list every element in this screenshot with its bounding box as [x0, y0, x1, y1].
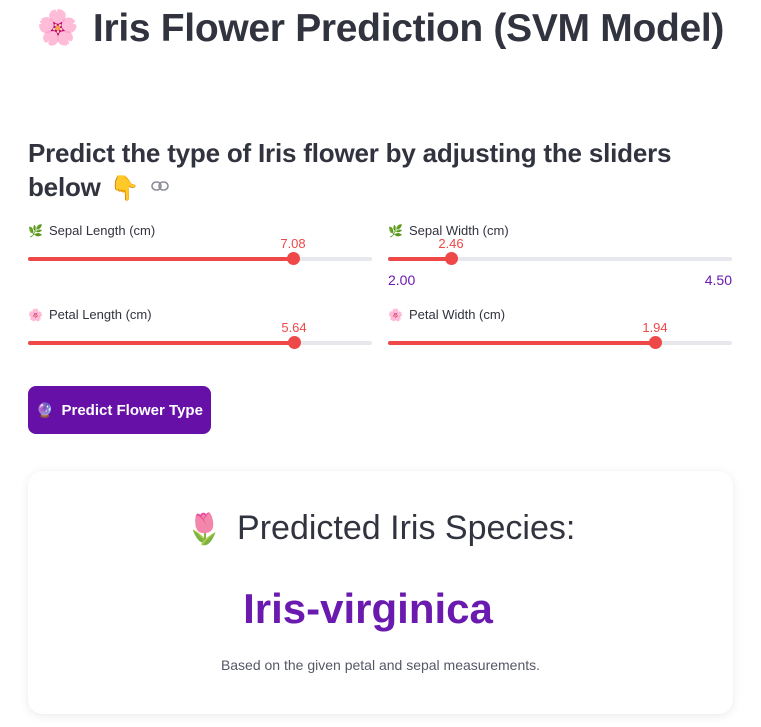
predict-flower-type-button[interactable]: 🔮 Predict Flower Type [28, 386, 211, 434]
slider-thumb[interactable] [288, 336, 301, 349]
slider-min-value: 2.00 [388, 272, 416, 288]
slider-petal-width: 🌸 Petal Width (cm) 1.94 [388, 306, 732, 376]
blossom-icon: 🌸 [388, 308, 403, 322]
slider-fill [388, 341, 655, 345]
slider-fill [28, 257, 293, 261]
slider-thumb[interactable] [287, 252, 300, 265]
result-heading: 🌷 Predicted Iris Species: [28, 507, 733, 551]
slider-thumb[interactable] [649, 336, 662, 349]
slider-track[interactable] [28, 336, 372, 349]
tulip-icon: 🌷 [185, 513, 224, 546]
slider-track[interactable] [388, 252, 732, 265]
slider-max-value: 4.50 [704, 272, 732, 288]
link-icon[interactable] [151, 180, 170, 192]
blossom-icon: 🌸 [28, 308, 43, 322]
slider-label: 🌿 Sepal Length (cm) [28, 222, 155, 240]
slider-sepal-width: 🌿 Sepal Width (cm) 2.46 2.00 4.50 [388, 222, 732, 292]
herb-icon: 🌿 [28, 224, 43, 238]
predict-button-label: Predict Flower Type [61, 401, 203, 419]
slider-label: 🌸 Petal Width (cm) [388, 306, 505, 324]
herb-icon: 🌿 [388, 224, 403, 238]
slider-fill [28, 341, 294, 345]
pointing-down-icon: 👇 [109, 175, 140, 202]
slider-petal-length: 🌸 Petal Length (cm) 5.64 [28, 306, 372, 376]
slider-value: 2.46 [438, 236, 464, 251]
slider-value: 1.94 [642, 320, 668, 335]
slider-label-text: Sepal Length (cm) [48, 223, 156, 238]
slider-label-text: Sepal Width (cm) [408, 223, 509, 238]
slider-label-text: Petal Width (cm) [408, 307, 506, 322]
page-title: 🌸 Iris Flower Prediction (SVM Model) [28, 2, 733, 55]
result-heading-text: Predicted Iris Species: [237, 509, 576, 547]
slider-track[interactable] [28, 252, 372, 265]
subtitle-text: Predict the type of Iris flower by adjus… [28, 138, 672, 202]
slider-label-text: Petal Length (cm) [48, 307, 152, 322]
page-title-text: Iris Flower Prediction (SVM Model) [92, 7, 725, 50]
slider-thumb[interactable] [445, 252, 458, 265]
slider-fill [388, 257, 451, 261]
result-note: Based on the given petal and sepal measu… [220, 657, 541, 673]
crystal-ball-icon: 🔮 [36, 401, 54, 418]
page-subtitle: Predict the type of Iris flower by adjus… [28, 136, 738, 206]
slider-value: 5.64 [281, 320, 307, 335]
predicted-species: Iris-virginica [243, 585, 493, 632]
slider-track[interactable] [388, 336, 732, 349]
slider-sepal-length: 🌿 Sepal Length (cm) 7.08 [28, 222, 372, 292]
slider-label: 🌿 Sepal Width (cm) [388, 222, 509, 240]
cherry-blossom-icon: 🌸 [36, 9, 79, 47]
slider-label: 🌸 Petal Length (cm) [28, 306, 152, 324]
slider-value: 7.08 [280, 236, 306, 251]
prediction-result-card: 🌷 Predicted Iris Species: Iris-virginica … [28, 471, 733, 714]
